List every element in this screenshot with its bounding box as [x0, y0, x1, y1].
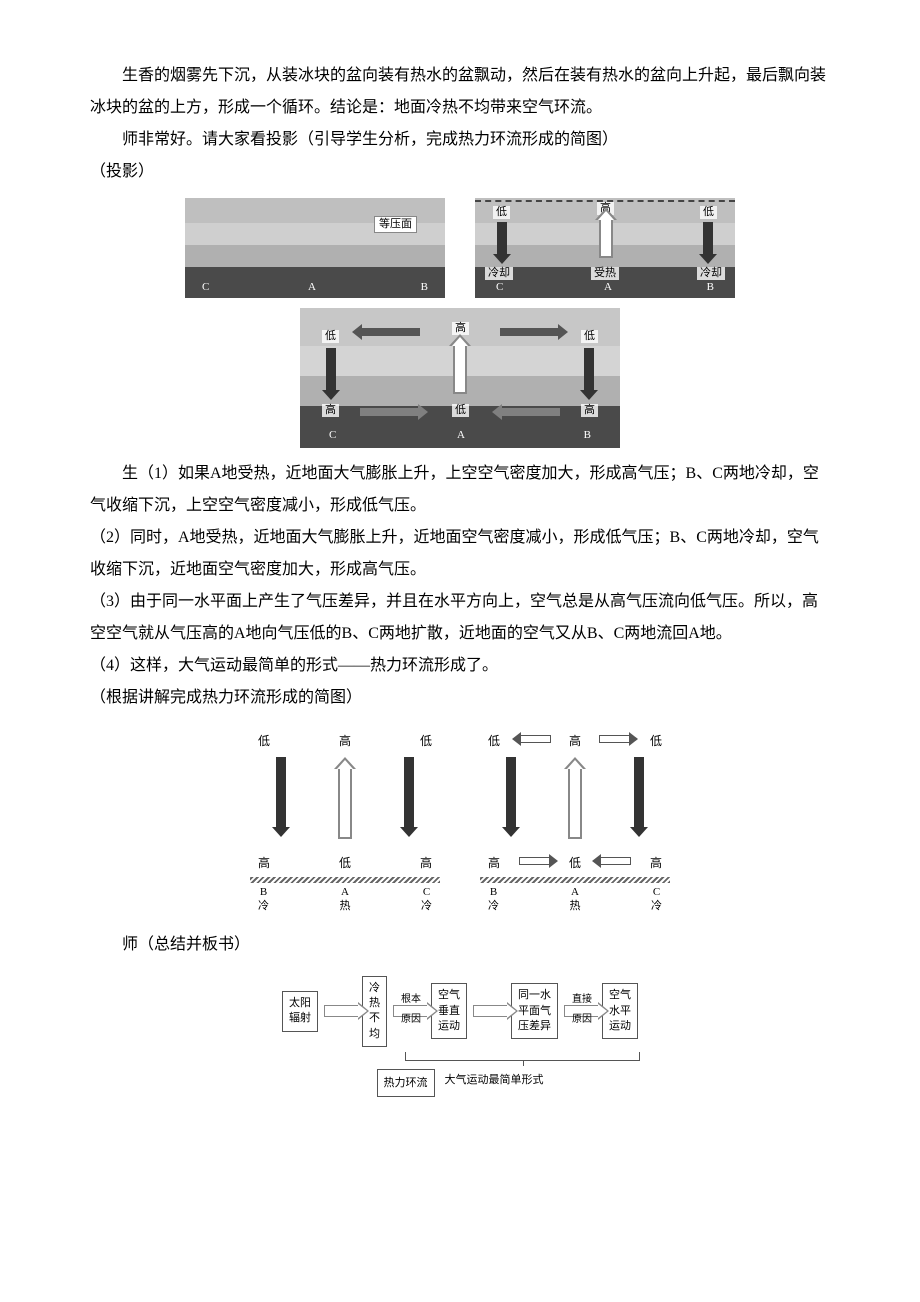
- label-b: B: [418, 281, 431, 294]
- harrow-left-icon: [500, 408, 560, 416]
- harrow-left-icon: [360, 328, 420, 336]
- brace-label-2: 大气运动最简单形式: [445, 1069, 544, 1097]
- arrow-down-icon: [276, 757, 286, 829]
- s-high: 高: [420, 851, 432, 875]
- d3-high-bl: 高: [322, 404, 339, 417]
- isobaric-label: 等压面: [374, 216, 417, 233]
- diagram-row-2: 低 高 低 高 低 高 C A B: [90, 308, 830, 448]
- paragraph-9: 师（总结并板书）: [90, 929, 830, 961]
- diagram-circulation: 低 高 低 高 低 高 C A B: [300, 308, 620, 448]
- ground-hatch: [250, 877, 440, 883]
- s-low: 低: [650, 729, 662, 753]
- s-low: 低: [488, 729, 500, 753]
- arrow-up-icon: [338, 767, 352, 839]
- d2-low-r: 低: [700, 206, 717, 219]
- d2-c: C: [493, 281, 506, 294]
- s-high: 高: [650, 851, 662, 875]
- s-c: C: [653, 886, 660, 898]
- s-cold: 冷: [258, 900, 269, 912]
- d2-cool-l: 冷却: [485, 267, 513, 280]
- arrow-down-icon: [497, 222, 507, 256]
- diagram-row-1: 等压面 C A B 低 高 低 冷却 受热 冷却 C A B: [90, 198, 830, 298]
- simplified-diagrams: 低 高 低 高 低 高 B冷 A热 C冷 低 高 低: [90, 729, 830, 914]
- d3-a: A: [454, 429, 468, 442]
- flowchart: 太阳 辐射 冷 热 不 均 根本 原因 空气 垂直 运动 同一水 平面气 压差异…: [90, 976, 830, 1048]
- s-low: 低: [258, 729, 270, 753]
- paragraph-7: （4）这样，大气运动最简单的形式——热力环流形成了。: [90, 650, 830, 682]
- arrow-up-icon: [599, 218, 613, 258]
- harrow-left-icon: [519, 735, 551, 743]
- s-high: 高: [569, 729, 581, 753]
- d2-low-l: 低: [493, 206, 510, 219]
- flow-brace: 热力环流 大气运动最简单形式: [90, 1052, 830, 1097]
- label-a: A: [305, 281, 319, 294]
- paragraph-3: （投影）: [90, 156, 830, 188]
- flow-arrow-label: 根本 原因: [394, 990, 428, 1030]
- d3-high-br: 高: [581, 404, 598, 417]
- flow-box-4: 同一水 平面气 压差异: [511, 983, 558, 1039]
- s-low: 低: [420, 729, 432, 753]
- s-high: 高: [488, 851, 500, 875]
- s-high: 高: [339, 729, 351, 753]
- arrow-down-icon: [326, 348, 336, 392]
- flow-arrow-icon: 根本 原因: [393, 1005, 429, 1017]
- ground-hatch: [480, 877, 670, 883]
- d3-b: B: [581, 429, 594, 442]
- flow-arrow-icon: [473, 1005, 509, 1017]
- diagram-isobaric: 等压面 C A B: [185, 198, 445, 298]
- harrow-left-icon: [599, 857, 631, 865]
- diagram-vertical: 低 高 低 冷却 受热 冷却 C A B: [475, 198, 735, 298]
- arrow-down-icon: [634, 757, 644, 829]
- s-c: C: [423, 886, 430, 898]
- s-b: B: [490, 886, 497, 898]
- s-cold: 冷: [421, 900, 432, 912]
- s-low: 低: [339, 851, 351, 875]
- s-a: A: [571, 886, 579, 898]
- harrow-right-icon: [519, 857, 551, 865]
- s-cold: 冷: [651, 900, 662, 912]
- d2-hot: 受热: [591, 267, 619, 280]
- arrow-down-icon: [703, 222, 713, 256]
- flow-arrow-label: 直接 原因: [565, 990, 599, 1030]
- s-cold: 冷: [488, 900, 499, 912]
- arrow-down-icon: [404, 757, 414, 829]
- harrow-right-icon: [500, 328, 560, 336]
- brace-label-1: 热力环流: [377, 1069, 435, 1097]
- d2-cool-r: 冷却: [697, 267, 725, 280]
- paragraph-1: 生香的烟雾先下沉，从装冰块的盆向装有热水的盆飘动，然后在装有热水的盆向上升起，最…: [90, 60, 830, 124]
- harrow-right-icon: [599, 735, 631, 743]
- s-high: 高: [258, 851, 270, 875]
- d3-low-b: 低: [452, 404, 469, 417]
- arrow-down-icon: [506, 757, 516, 829]
- paragraph-6: （3）由于同一水平面上产生了气压差异，并且在水平方向上，空气总是从高气压流向低气…: [90, 586, 830, 650]
- flow-arrow-icon: [324, 1005, 360, 1017]
- s-hot: 热: [570, 900, 581, 912]
- paragraph-8: （根据讲解完成热力环流形成的简图）: [90, 682, 830, 714]
- label-c: C: [199, 281, 212, 294]
- arrow-up-icon: [453, 344, 467, 394]
- s-b: B: [260, 886, 267, 898]
- d3-low-tl: 低: [322, 330, 339, 343]
- paragraph-4: 生（1）如果A地受热，近地面大气膨胀上升，上空空气密度加大，形成高气压；B、C两…: [90, 458, 830, 522]
- d3-low-tr: 低: [581, 330, 598, 343]
- simp-right: 低 高 低 高 低 高 B冷 A热 C冷: [480, 729, 670, 914]
- paragraph-2: 师非常好。请大家看投影（引导学生分析，完成热力环流形成的简图）: [90, 124, 830, 156]
- s-low: 低: [569, 851, 581, 875]
- arrow-down-icon: [584, 348, 594, 392]
- arrow-up-icon: [568, 767, 582, 839]
- s-hot: 热: [340, 900, 351, 912]
- flow-arrow-icon: 直接 原因: [564, 1005, 600, 1017]
- harrow-right-icon: [360, 408, 420, 416]
- flow-box-1: 太阳 辐射: [282, 991, 318, 1032]
- s-a: A: [341, 886, 349, 898]
- paragraph-5: （2）同时，A地受热，近地面大气膨胀上升，近地面空气密度减小，形成低气压；B、C…: [90, 522, 830, 586]
- d3-c: C: [326, 429, 339, 442]
- simp-left: 低 高 低 高 低 高 B冷 A热 C冷: [250, 729, 440, 914]
- d2-a: A: [601, 281, 615, 294]
- d2-b: B: [704, 281, 717, 294]
